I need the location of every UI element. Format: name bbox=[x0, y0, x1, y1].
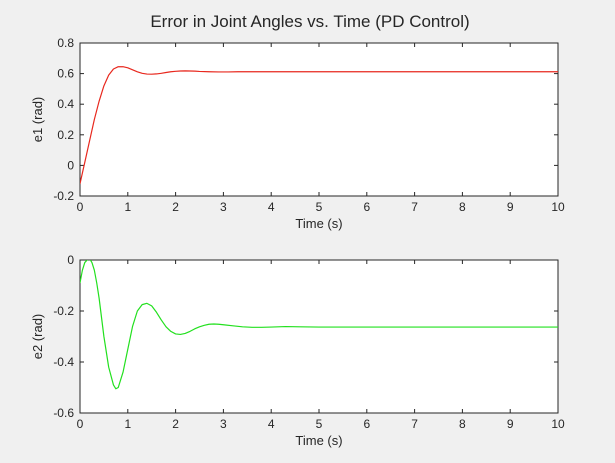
top-x-tick-label: 6 bbox=[363, 200, 370, 214]
top-x-tick-label: 0 bbox=[77, 200, 84, 214]
bottom-y-tick-label: -0.6 bbox=[53, 406, 74, 420]
bottom-x-tick-label: 3 bbox=[220, 417, 227, 431]
bottom-y-tick-label: -0.2 bbox=[53, 304, 74, 318]
bottom-x-tick-label: 8 bbox=[459, 417, 466, 431]
top-y-tick-label: 0.6 bbox=[57, 67, 74, 81]
top-x-tick-label: 9 bbox=[507, 200, 514, 214]
bottom-x-axis-label: Time (s) bbox=[295, 433, 342, 448]
top-x-tick-label: 2 bbox=[172, 200, 179, 214]
top-y-tick-label: 0 bbox=[67, 158, 74, 172]
top-x-tick-label: 10 bbox=[551, 200, 565, 214]
bottom-plot-area bbox=[79, 259, 559, 414]
bottom-x-tick-label: 2 bbox=[172, 417, 179, 431]
bottom-x-tick-label: 7 bbox=[411, 417, 418, 431]
bottom-x-tick-label: 4 bbox=[268, 417, 275, 431]
top-x-tick-label: 8 bbox=[459, 200, 466, 214]
top-x-axis-label: Time (s) bbox=[295, 216, 342, 231]
top-x-tick-label: 1 bbox=[124, 200, 131, 214]
top-x-tick-label: 5 bbox=[316, 200, 323, 214]
top-x-tick-label: 4 bbox=[268, 200, 275, 214]
bottom-y-tick-label: 0 bbox=[67, 253, 74, 267]
bottom-series-line-0 bbox=[80, 260, 558, 390]
top-y-tick-label: -0.2 bbox=[53, 189, 74, 203]
top-y-tick-label: 0.2 bbox=[57, 128, 74, 142]
top-y-axis-label: e1 (rad) bbox=[30, 97, 45, 143]
figure-title: Error in Joint Angles vs. Time (PD Contr… bbox=[150, 12, 469, 31]
bottom-x-tick-label: 10 bbox=[551, 417, 565, 431]
top-x-tick-label: 3 bbox=[220, 200, 227, 214]
top-y-tick-label: 0.4 bbox=[57, 97, 74, 111]
bottom-x-tick-label: 6 bbox=[363, 417, 370, 431]
top-plot-area bbox=[79, 42, 559, 197]
bottom-x-tick-label: 5 bbox=[316, 417, 323, 431]
top-series-line-0 bbox=[80, 66, 558, 184]
bottom-axes: 0 1 2 3 4 5 6 7 8 9 10 -0.6 -0.4 -0.2 0 Time (s) e2 (rad… bbox=[30, 253, 565, 448]
bottom-x-tick-label: 9 bbox=[507, 417, 514, 431]
bottom-x-tick-label: 1 bbox=[124, 417, 131, 431]
bottom-y-axis-label: e2 (rad) bbox=[30, 314, 45, 360]
top-y-tick-label: 0.8 bbox=[57, 36, 74, 50]
top-x-tick-label: 7 bbox=[411, 200, 418, 214]
bottom-x-tick-label: 0 bbox=[77, 417, 84, 431]
bottom-y-tick-label: -0.4 bbox=[53, 355, 74, 369]
